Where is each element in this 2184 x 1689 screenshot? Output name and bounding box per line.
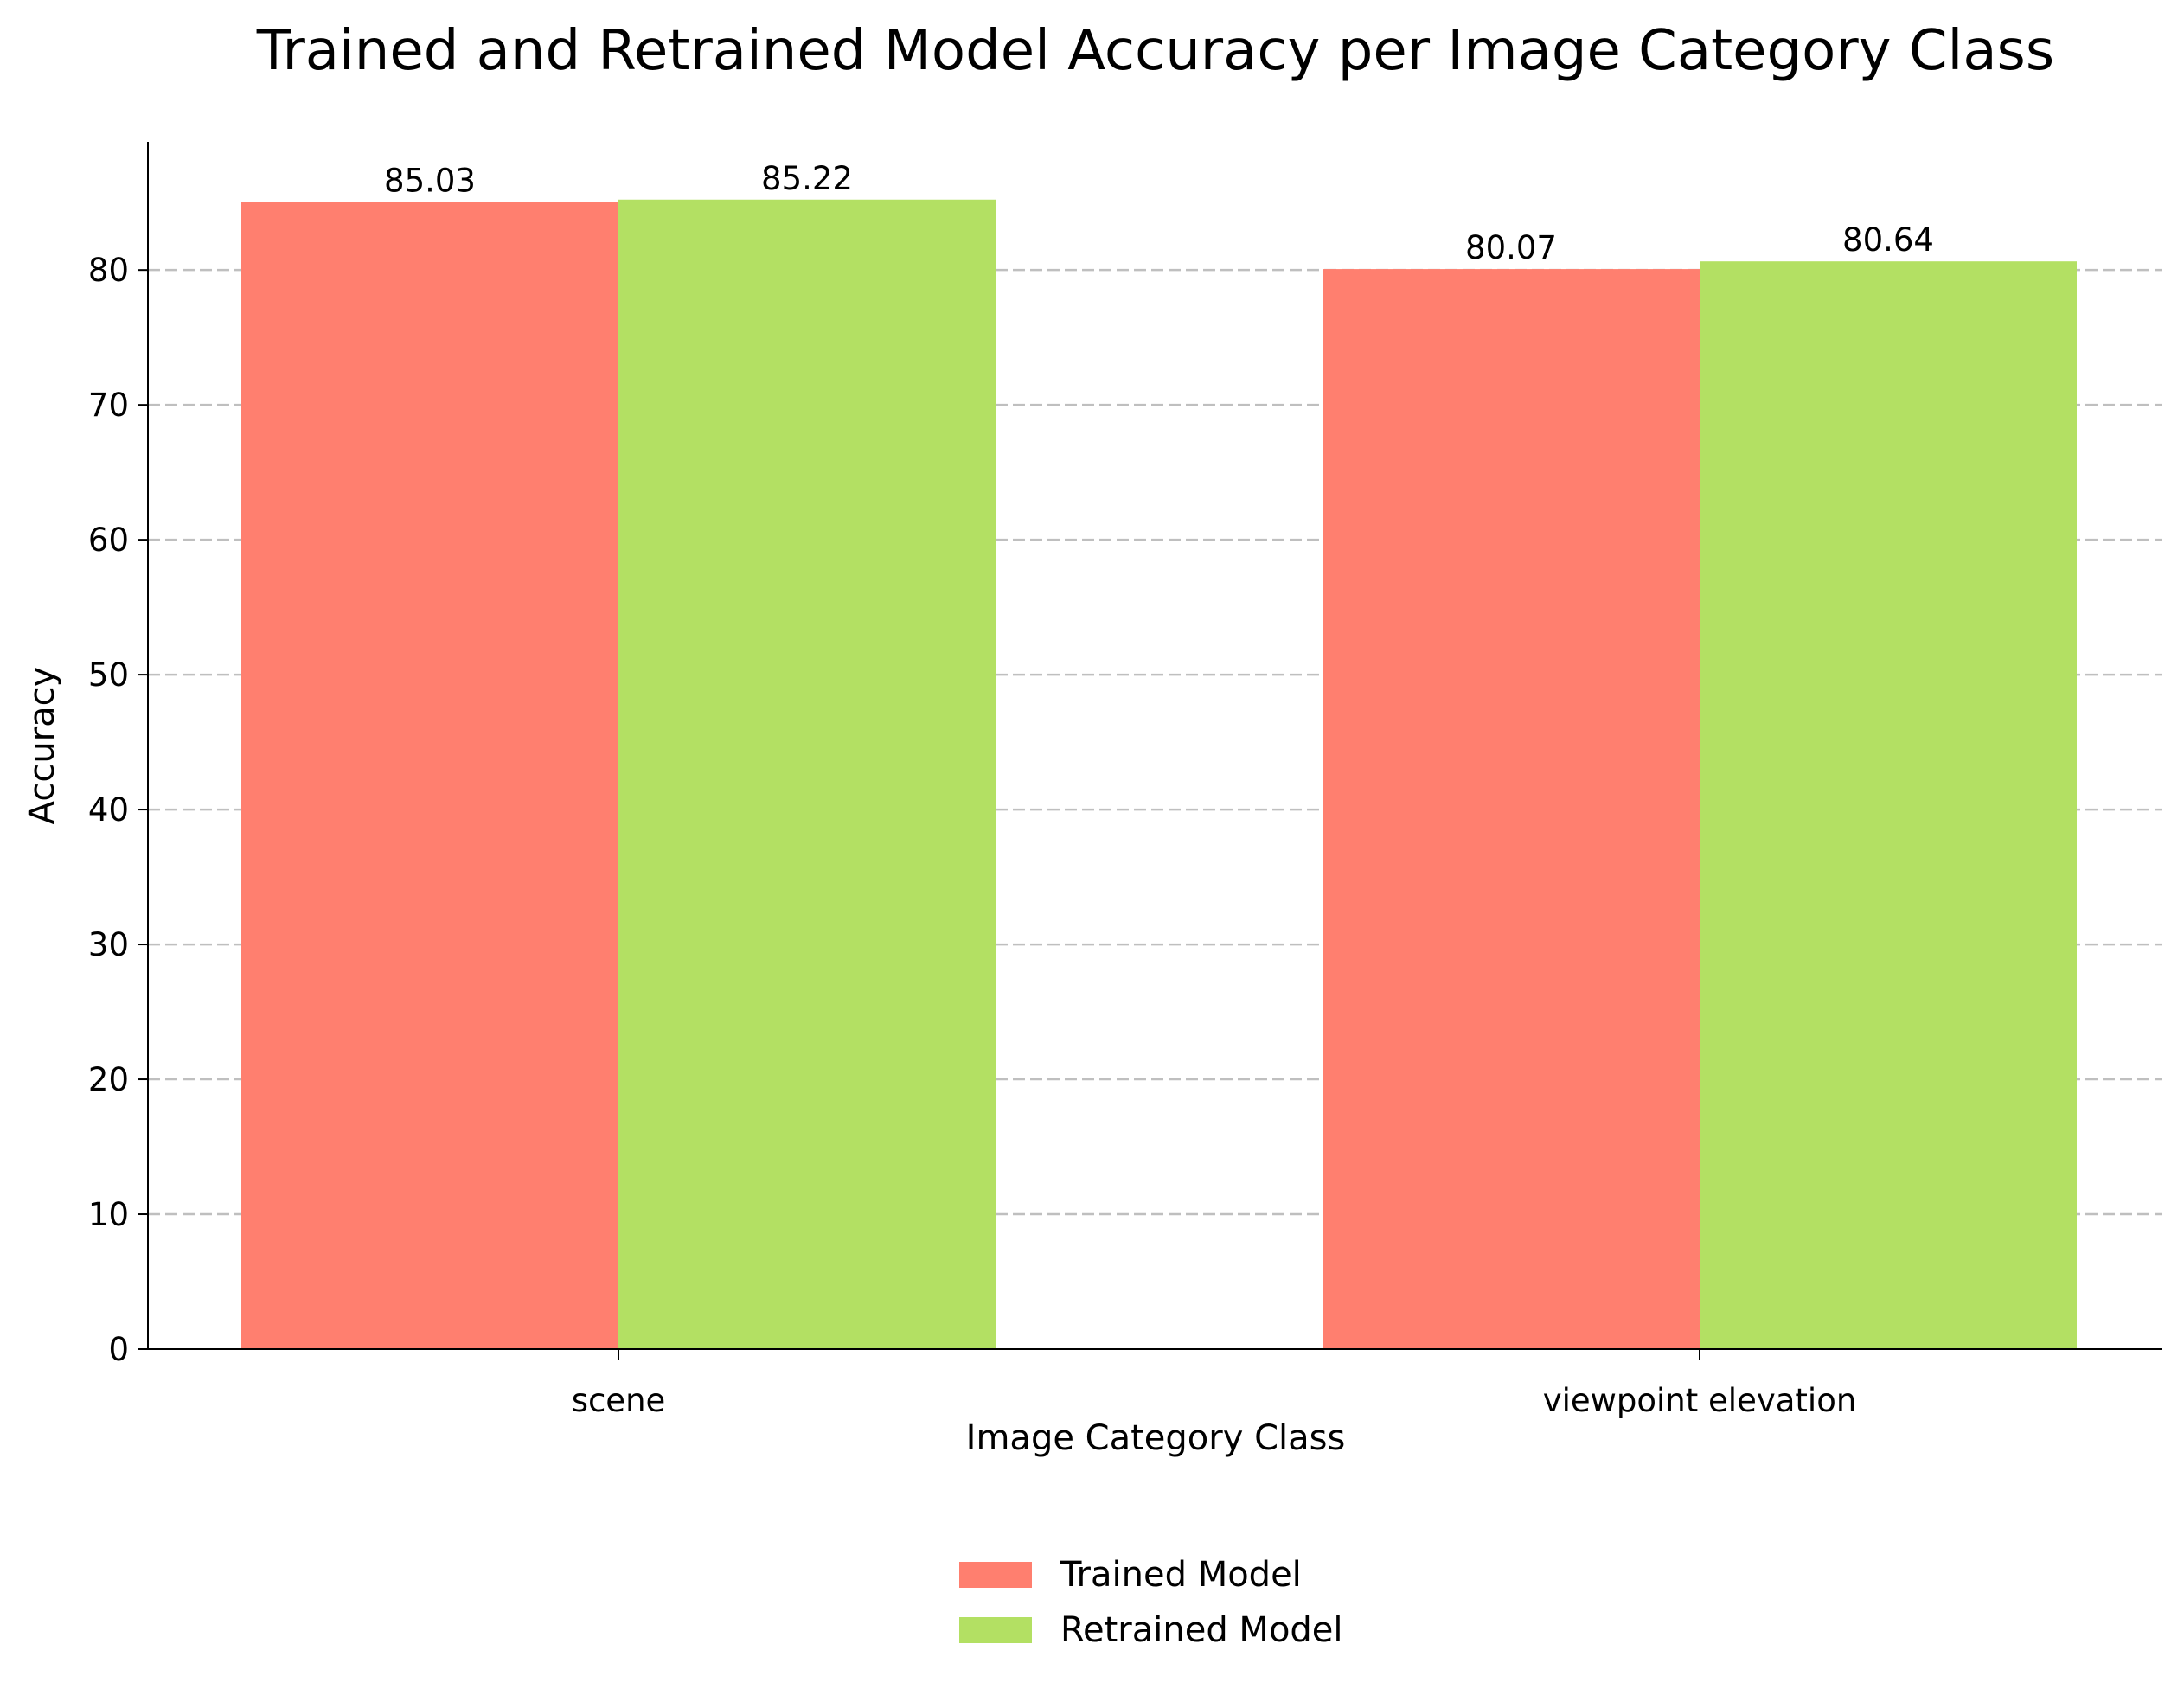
bar-value-label: 85.22 (761, 160, 853, 197)
bar-retrained-model-scene (618, 199, 996, 1350)
y-tick-label: 30 (88, 926, 129, 963)
y-tick-label: 0 (108, 1331, 129, 1368)
bar-value-label: 80.64 (1842, 221, 1934, 259)
y-tick-label: 80 (88, 252, 129, 289)
y-axis-ticks: 0 10 20 30 40 50 60 70 80 (88, 252, 148, 1368)
axes-spines (147, 142, 2162, 1350)
y-tick-label: 10 (88, 1196, 129, 1233)
x-axis-label: Image Category Class (966, 1418, 1346, 1458)
y-tick-label: 60 (88, 521, 129, 559)
bar-value-label: 80.07 (1465, 229, 1557, 266)
legend-swatch (959, 1562, 1032, 1588)
chart-title: Trained and Retrained Model Accuracy per… (256, 19, 2054, 83)
x-tick-label: viewpoint elevation (1543, 1382, 1857, 1419)
bar-trained-model-viewpoint-elevation (1323, 269, 1700, 1349)
legend-swatch (959, 1617, 1032, 1643)
data-labels: 85.03 80.07 85.22 80.64 (384, 160, 1934, 266)
legend-label: Retrained Model (1060, 1610, 1343, 1650)
y-tick-label: 70 (88, 387, 129, 424)
y-tick-label: 20 (88, 1061, 129, 1098)
bar-retrained-model-viewpoint-elevation (1700, 261, 2077, 1350)
x-axis-ticks: scene viewpoint elevation (572, 1349, 1857, 1419)
legend: Trained Model Retrained Model (959, 1555, 1343, 1650)
y-axis-label: Accuracy (22, 667, 62, 825)
y-tick-label: 40 (88, 791, 129, 829)
legend-label: Trained Model (1060, 1555, 1302, 1595)
bar-trained-model-scene (241, 202, 618, 1349)
y-tick-label: 50 (88, 656, 129, 694)
x-tick-label: scene (572, 1382, 666, 1419)
bars (241, 199, 2077, 1350)
bar-value-label: 85.03 (384, 163, 476, 200)
